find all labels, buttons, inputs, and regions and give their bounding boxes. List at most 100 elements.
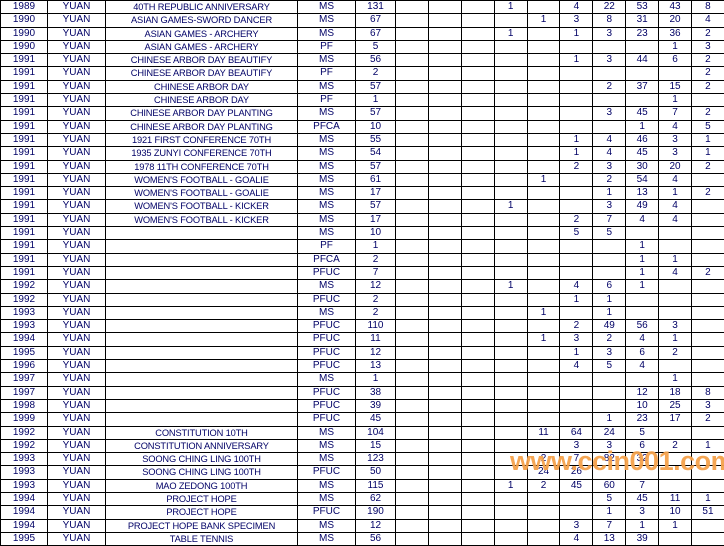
cell-description[interactable]: 40TH REPUBLIC ANNIVERSARY (106, 1, 298, 14)
cell-g4[interactable] (494, 266, 527, 279)
cell-g9[interactable] (659, 67, 692, 80)
cell-year[interactable]: 1997 (1, 386, 48, 399)
cell-g10[interactable] (692, 453, 724, 466)
cell-type[interactable]: PFUC (298, 333, 356, 346)
cell-g10[interactable] (692, 519, 724, 532)
cell-g7[interactable]: 3 (593, 27, 626, 40)
cell-g10[interactable]: 4 (692, 14, 724, 27)
cell-description[interactable]: WOMEN'S FOOTBALL - GOALIE (106, 187, 298, 200)
cell-type[interactable]: PF (298, 94, 356, 107)
cell-g6[interactable] (560, 120, 593, 133)
cell-g10[interactable] (692, 346, 724, 359)
cell-g1[interactable] (396, 173, 429, 186)
cell-g10[interactable] (692, 426, 724, 439)
cell-type[interactable]: MS (298, 200, 356, 213)
cell-g5[interactable] (527, 492, 560, 505)
cell-count[interactable]: 1 (356, 373, 396, 386)
cell-g3[interactable] (461, 160, 494, 173)
cell-count[interactable]: 39 (356, 399, 396, 412)
cell-g9[interactable] (659, 360, 692, 373)
cell-g4[interactable] (494, 120, 527, 133)
cell-g10[interactable]: 1 (692, 133, 724, 146)
cell-description[interactable]: PROJECT HOPE BANK SPECIMEN (106, 519, 298, 532)
cell-g3[interactable] (461, 360, 494, 373)
cell-g1[interactable] (396, 27, 429, 40)
cell-type[interactable]: PFUC (298, 506, 356, 519)
cell-g8[interactable]: 46 (626, 133, 659, 146)
cell-g2[interactable] (428, 240, 461, 253)
cell-g7[interactable]: 3 (593, 160, 626, 173)
cell-g3[interactable] (461, 413, 494, 426)
cell-g7[interactable]: 6 (593, 280, 626, 293)
cell-type[interactable]: MS (298, 160, 356, 173)
cell-g10[interactable]: 1 (692, 492, 724, 505)
cell-count[interactable]: 54 (356, 147, 396, 160)
cell-g1[interactable] (396, 227, 429, 240)
cell-currency[interactable]: YUAN (48, 94, 106, 107)
cell-type[interactable]: MS (298, 306, 356, 319)
cell-g6[interactable]: 5 (560, 227, 593, 240)
cell-g5[interactable] (527, 80, 560, 93)
cell-currency[interactable]: YUAN (48, 133, 106, 146)
cell-g10[interactable]: 2 (692, 27, 724, 40)
cell-g7[interactable] (593, 94, 626, 107)
cell-g3[interactable] (461, 506, 494, 519)
cell-g2[interactable] (428, 360, 461, 373)
cell-g3[interactable] (461, 147, 494, 160)
cell-description[interactable]: CONSTITUTION ANNIVERSARY (106, 439, 298, 452)
cell-g8[interactable]: 4 (626, 213, 659, 226)
cell-g6[interactable] (560, 506, 593, 519)
cell-currency[interactable]: YUAN (48, 187, 106, 200)
cell-g9[interactable]: 18 (659, 386, 692, 399)
cell-g9[interactable]: 1 (659, 373, 692, 386)
cell-g6[interactable]: 1 (560, 54, 593, 67)
cell-count[interactable]: 61 (356, 173, 396, 186)
cell-g9[interactable] (659, 453, 692, 466)
cell-g6[interactable] (560, 187, 593, 200)
cell-description[interactable] (106, 280, 298, 293)
cell-g1[interactable] (396, 240, 429, 253)
cell-description[interactable]: CHINESE ARBOR DAY (106, 94, 298, 107)
cell-description[interactable]: ASIAN GAMES-SWORD DANCER (106, 14, 298, 27)
cell-currency[interactable]: YUAN (48, 213, 106, 226)
cell-g8[interactable]: 31 (626, 14, 659, 27)
cell-g6[interactable]: 2 (560, 213, 593, 226)
cell-g4[interactable] (494, 506, 527, 519)
cell-type[interactable]: MS (298, 492, 356, 505)
cell-g3[interactable] (461, 27, 494, 40)
cell-g1[interactable] (396, 120, 429, 133)
cell-description[interactable] (106, 293, 298, 306)
cell-year[interactable]: 1991 (1, 107, 48, 120)
cell-g8[interactable]: 12 (626, 386, 659, 399)
cell-g2[interactable] (428, 479, 461, 492)
cell-type[interactable]: MS (298, 133, 356, 146)
cell-g4[interactable] (494, 333, 527, 346)
cell-year[interactable]: 1989 (1, 1, 48, 14)
cell-g10[interactable]: 2 (692, 80, 724, 93)
cell-count[interactable]: 50 (356, 466, 396, 479)
cell-currency[interactable]: YUAN (48, 532, 106, 545)
cell-g2[interactable] (428, 147, 461, 160)
cell-description[interactable]: CONSTITUTION 10TH (106, 426, 298, 439)
cell-g1[interactable] (396, 200, 429, 213)
cell-g8[interactable] (626, 306, 659, 319)
cell-g5[interactable] (527, 94, 560, 107)
cell-g9[interactable]: 36 (659, 27, 692, 40)
cell-description[interactable] (106, 333, 298, 346)
cell-count[interactable]: 115 (356, 479, 396, 492)
cell-g7[interactable]: 60 (593, 479, 626, 492)
cell-type[interactable]: MS (298, 439, 356, 452)
cell-year[interactable]: 1991 (1, 200, 48, 213)
cell-g6[interactable]: 64 (560, 426, 593, 439)
cell-currency[interactable]: YUAN (48, 54, 106, 67)
cell-g3[interactable] (461, 200, 494, 213)
cell-type[interactable]: MS (298, 147, 356, 160)
